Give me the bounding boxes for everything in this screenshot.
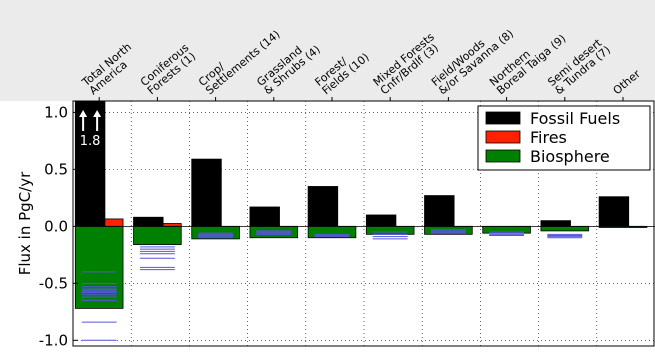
y-tick-label: 1.0 [44,103,68,121]
bar-biosphere [74,225,124,309]
y-axis: 1.0 0.5 0.0 -0.5 -1.0 [39,103,78,349]
bar-fires [104,218,124,227]
bar-fossil-fuels [424,195,455,227]
bar-fossil-fuels [249,206,280,227]
legend-swatch-biosphere [485,149,521,163]
bar-fossil-fuels [74,100,106,227]
legend-label-fires: Fires [530,128,567,147]
plot-frame [72,100,655,347]
legend-swatch-fires [485,130,521,144]
bar-biosphere [133,225,182,245]
overflow-value-label: 1.8 [80,134,101,149]
bar-fossil-fuels [191,158,222,227]
y-axis-label: Flux in PgC/yr [16,171,34,275]
legend-label-biosphere: Biosphere [530,147,610,166]
overflow-arrowhead-left [79,110,88,117]
header-band [0,0,655,101]
overflow-arrowhead-right [93,110,102,117]
legend-swatch-fossil-fuels [485,111,521,125]
bar-biosphere [307,225,357,239]
overflow-annotation: 1.8 [79,110,102,149]
y-tick-label: -1.0 [39,331,68,349]
bar-biosphere [365,225,415,235]
bar-fossil-fuels [540,220,571,227]
model-estimates [81,229,583,341]
bar-fossil-fuels [133,216,164,227]
bar-fires [162,223,182,227]
bar-fossil-fuels [307,186,339,227]
bar-fossil-fuels [365,214,397,227]
bar-fossil-fuels [598,196,630,227]
legend-label-fossil-fuels: Fossil Fuels [530,109,620,128]
y-tick-label: 0.5 [44,160,68,178]
bar-biosphere [540,225,590,232]
y-tick-label: -0.5 [39,274,68,292]
y-tick-label: 0.0 [44,217,68,235]
